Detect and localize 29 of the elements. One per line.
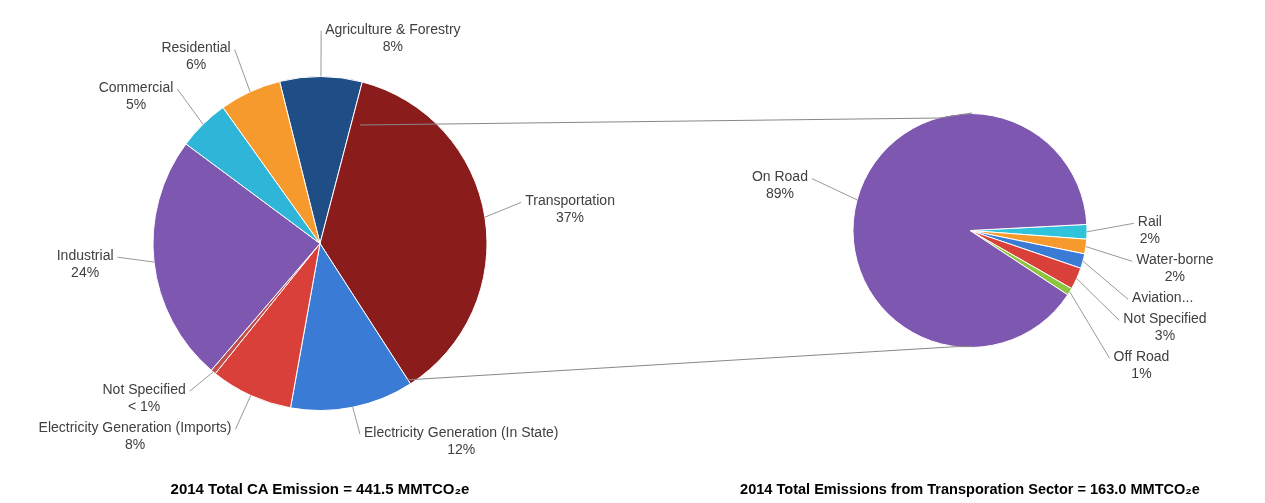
slice-label: Rail [1137,213,1162,230]
text: 2014 Total CA Emission = 441.5 MMTCO₂e [170,480,470,498]
slice-label: Residential [161,39,231,56]
slice-label: On Road [751,168,808,185]
slice-label: Electricity Generation (In State) [363,424,559,441]
slice-label: Commercial [98,78,174,95]
data-label: < 1% [127,398,161,415]
slice-label: Agriculture & Forestry [325,20,461,37]
data-label: 89% [765,185,794,202]
slice-label: Transportation [525,192,615,209]
slice-label: Off Road [1113,348,1170,365]
data-label: 12% [447,441,476,458]
slice-label: Not Specified [102,381,186,398]
data-label: 8% [382,37,403,54]
data-label: 5% [125,95,147,112]
data-label: 3% [1154,327,1176,344]
data-label: 2% [1139,230,1160,247]
data-label: 37% [556,209,585,226]
data-label: 8% [124,436,146,453]
data-label: 6% [185,56,207,73]
data-label: 24% [71,264,100,281]
slice-label: Aviation... [1132,289,1194,306]
slice-label: Electricity Generation (Imports) [38,419,232,436]
data-label: 1% [1131,365,1152,382]
slice-label: Not Specified [1123,310,1207,327]
slice-label: Water-borne [1136,251,1214,268]
slice-label: Industrial [56,247,114,264]
text: 2014 Total Emissions from Transporation Sector = 163.0 MMTCO₂e [740,480,1200,498]
data-label: 2% [1164,268,1185,285]
